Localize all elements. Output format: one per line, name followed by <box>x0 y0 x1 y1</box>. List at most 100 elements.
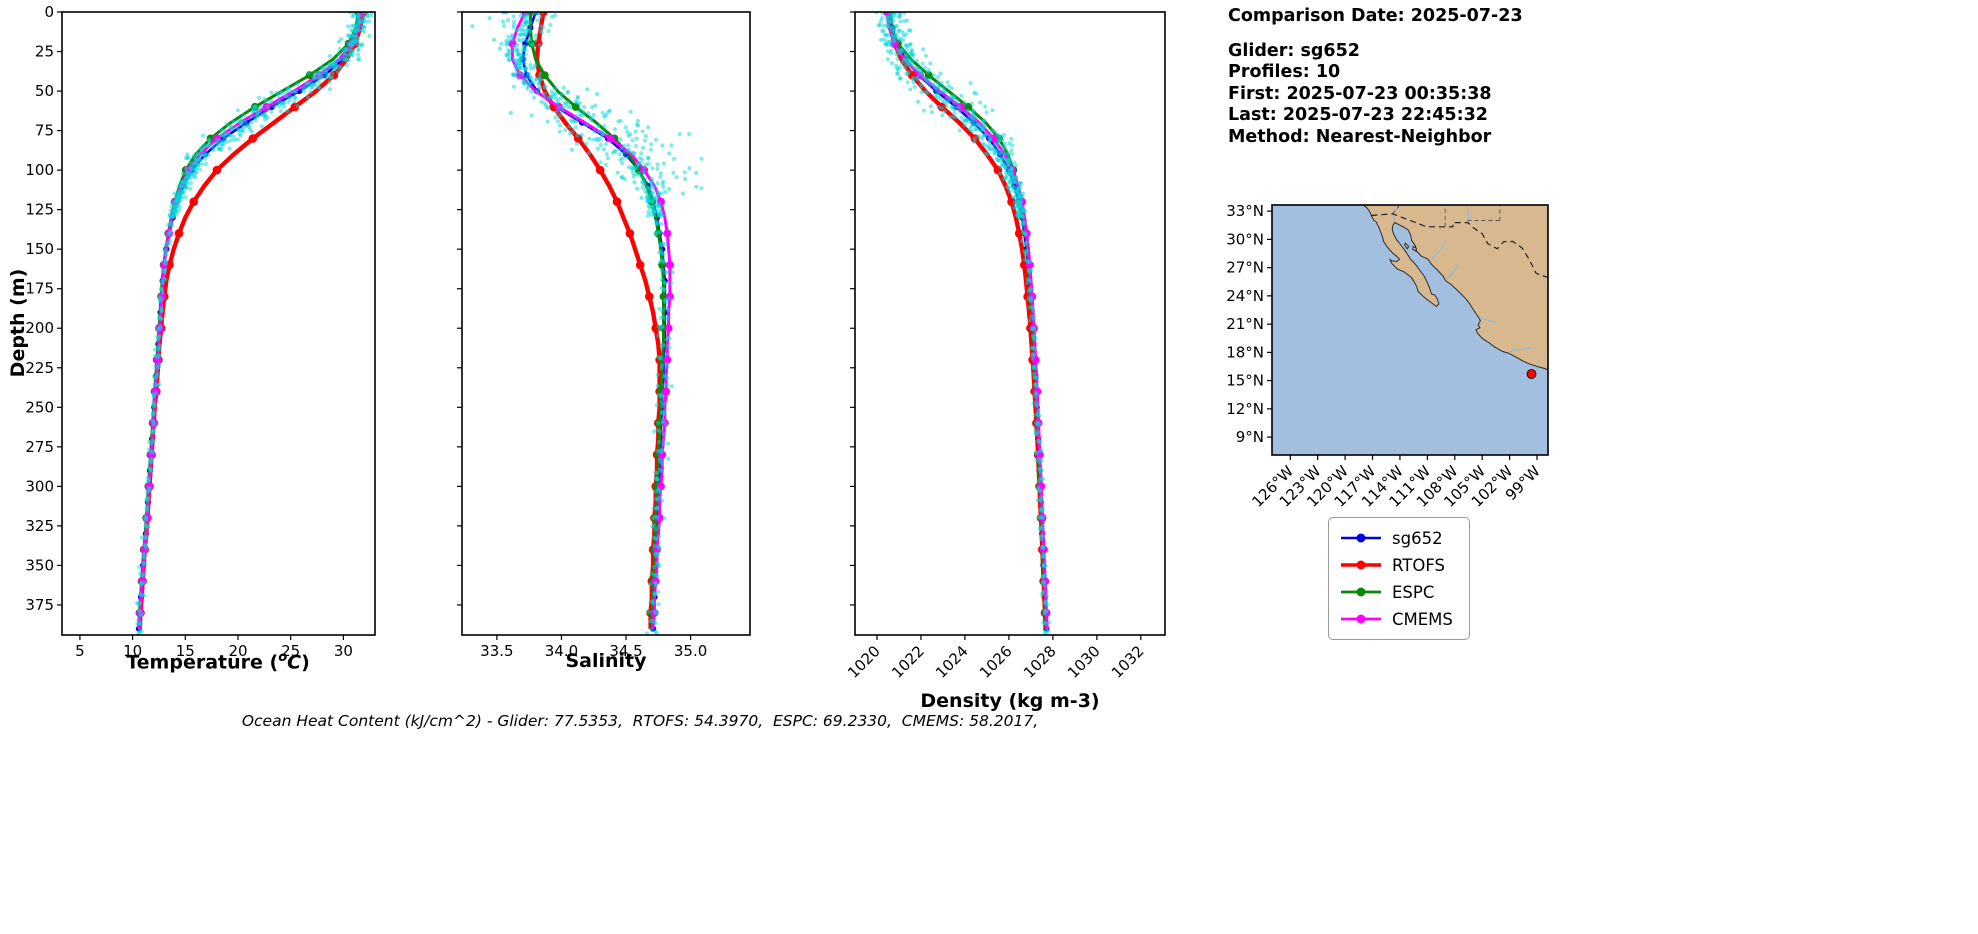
salinity-y-ticks <box>457 11 462 606</box>
comparison-date-text: Comparison Date: 2025-07-23 <box>1228 6 1523 26</box>
svg-text:15°N: 15°N <box>1226 372 1264 390</box>
temperature-line-sg652 <box>137 12 362 629</box>
salinity-series <box>508 12 674 632</box>
svg-text:18°N: 18°N <box>1226 343 1264 361</box>
info-spacer <box>1228 28 1523 41</box>
svg-text:300: 300 <box>25 477 54 495</box>
svg-text:1030: 1030 <box>1064 642 1104 682</box>
land-island <box>1412 245 1417 252</box>
temperature-axis-degree-sup: o <box>278 650 288 665</box>
svg-text:30°N: 30°N <box>1226 230 1264 248</box>
legend-entry-espc: ESPC <box>1339 580 1453 604</box>
temperature-axis-unit: C <box>287 651 302 674</box>
svg-text:325: 325 <box>25 517 54 535</box>
density-y-ticks <box>850 11 855 606</box>
ocean-heat-content-caption: Ocean Heat Content (kJ/cm^2) - Glider: 7… <box>241 712 1039 730</box>
svg-text:21°N: 21°N <box>1226 315 1264 333</box>
svg-text:10: 10 <box>123 642 142 660</box>
salinity-glider-raw-scatter <box>470 12 704 635</box>
density-frame <box>854 11 1166 636</box>
svg-text:275: 275 <box>25 438 54 456</box>
svg-text:125: 125 <box>25 201 54 219</box>
legend-line-marker-icon <box>1341 614 1381 624</box>
legend-entry-rtofs: RTOFS <box>1339 553 1453 577</box>
profiles-count-text: Profiles: 10 <box>1228 62 1341 82</box>
temperature-frame <box>61 11 376 636</box>
svg-text:150: 150 <box>25 240 54 258</box>
legend-label: ESPC <box>1392 582 1435 602</box>
legend-line-marker-icon <box>1341 587 1381 597</box>
svg-text:30: 30 <box>334 642 353 660</box>
svg-text:225: 225 <box>25 359 54 377</box>
temperature-axis-label-suffix: ) <box>301 651 310 674</box>
svg-text:1032: 1032 <box>1108 642 1148 682</box>
svg-text:24°N: 24°N <box>1226 287 1264 305</box>
svg-text:75: 75 <box>35 122 54 140</box>
svg-text:33°N: 33°N <box>1226 202 1264 220</box>
svg-text:375: 375 <box>25 596 54 614</box>
legend-line-marker-icon <box>1341 560 1381 570</box>
state-border-line <box>1392 205 1400 215</box>
land-mainland <box>1362 205 1548 371</box>
density-series <box>882 12 1051 632</box>
salinity-plot: 33.5 34.0 34.5 35.0 <box>457 11 751 660</box>
svg-text:1022: 1022 <box>888 642 928 682</box>
salinity-x-ticks: 33.5 34.0 34.5 35.0 <box>480 635 707 660</box>
svg-text:175: 175 <box>25 280 54 298</box>
glider-name-text: Glider: sg652 <box>1228 40 1360 61</box>
river-line <box>1446 264 1459 280</box>
land-island <box>1403 242 1410 250</box>
svg-text:0: 0 <box>44 3 54 21</box>
temperature-y-ticks: 0 25 50 75 100 125 150 175 200 225 250 275 300 325 350… <box>25 3 62 614</box>
salinity-line-cmems <box>510 12 672 629</box>
first-profile-time-text: First: 2025-07-23 00:35:38 <box>1228 83 1492 104</box>
svg-text:100: 100 <box>25 161 54 179</box>
state-border-line <box>1528 199 1548 204</box>
svg-text:25: 25 <box>281 642 300 660</box>
svg-text:9°N: 9°N <box>1236 428 1264 446</box>
map-frame <box>1271 204 1549 456</box>
svg-text:34.5: 34.5 <box>609 642 642 660</box>
temperature-x-ticks: 5 10 15 20 25 30 <box>75 635 353 660</box>
last-profile-time-text: Last: 2025-07-23 22:45:32 <box>1228 105 1488 125</box>
legend-label: RTOFS <box>1392 555 1446 575</box>
temperature-plot: 0 25 50 75 100 125 150 175 200 225 250 275 300 325 350… <box>25 3 376 660</box>
legend-line-marker-icon <box>1341 533 1381 543</box>
legend-label: sg652 <box>1392 528 1443 548</box>
density-glider-raw-scatter <box>874 12 1052 635</box>
svg-text:1024: 1024 <box>932 642 972 682</box>
svg-text:1020: 1020 <box>844 642 884 682</box>
svg-text:33.5: 33.5 <box>480 642 513 660</box>
svg-text:250: 250 <box>25 398 54 416</box>
glider-location-marker <box>1526 369 1537 379</box>
svg-text:350: 350 <box>25 556 54 574</box>
location-map: 126°W123°W120°W117°W114°W111°W108°W105°W… <box>1226 199 1549 511</box>
salinity-frame <box>461 11 751 636</box>
river-line <box>1508 347 1531 354</box>
svg-text:50: 50 <box>35 82 54 100</box>
temperature-axis-label: Temperature (oC) <box>68 650 368 673</box>
legend-entry-cmems: CMEMS <box>1339 607 1453 631</box>
svg-text:34.0: 34.0 <box>545 642 578 660</box>
svg-text:15: 15 <box>176 642 195 660</box>
legend-entry-sg652: sg652 <box>1339 526 1453 550</box>
svg-text:25: 25 <box>35 43 54 61</box>
legend-label: CMEMS <box>1392 609 1453 629</box>
river-line <box>1479 317 1497 324</box>
temperature-line-rtofs <box>137 12 366 629</box>
svg-text:5: 5 <box>75 642 85 660</box>
temperature-glider-raw-scatter <box>135 12 374 635</box>
svg-text:12°N: 12°N <box>1226 400 1264 418</box>
svg-text:20: 20 <box>228 642 247 660</box>
river-line <box>1431 239 1448 260</box>
temperature-line-cmems <box>137 12 363 629</box>
salinity-axis-label: Salinity <box>565 650 647 672</box>
svg-text:1026: 1026 <box>976 642 1016 682</box>
method-text: Method: Nearest-Neighbor <box>1228 126 1492 147</box>
density-x-ticks: 1020 1022 1024 1026 1028 1030 1032 <box>844 635 1148 682</box>
depth-axis-label: Depth (m) <box>7 268 29 378</box>
density-plot: 1020 1022 1024 1026 1028 1030 1032 <box>844 11 1166 682</box>
density-axis-label: Density (kg m-3) <box>920 690 1100 712</box>
comparison-info-panel: Comparison Date: 2025-07-23 Glider: sg65… <box>1228 6 1523 148</box>
